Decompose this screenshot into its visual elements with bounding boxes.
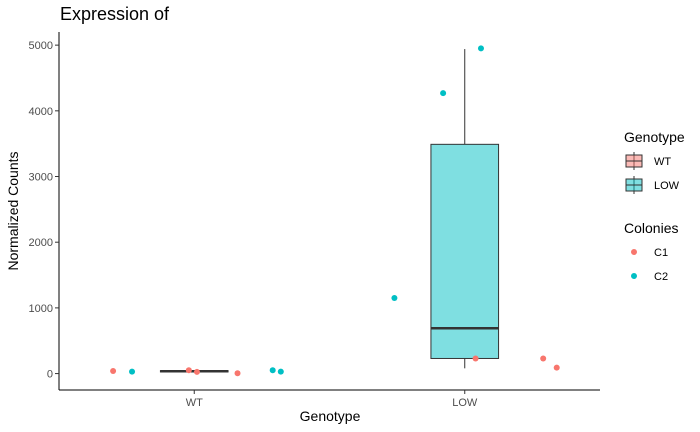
legend-label: C1 xyxy=(654,247,668,259)
chart-title: Expression of xyxy=(60,4,170,24)
legend: Genotype WT LOW Colonies C1 C2 xyxy=(624,129,685,283)
data-point-c1 xyxy=(472,355,479,362)
legend-title: Genotype xyxy=(624,129,685,145)
y-tick-label: 5000 xyxy=(29,40,53,52)
x-axis-title: Genotype xyxy=(300,408,361,424)
data-point-c1 xyxy=(234,370,241,377)
y-tick-label: 1000 xyxy=(29,303,53,315)
data-point-c1 xyxy=(110,367,117,374)
legend-key-point xyxy=(631,273,637,279)
x-tick-label: WT xyxy=(186,397,203,409)
data-point-c2 xyxy=(129,368,136,375)
legend-label: C2 xyxy=(654,271,668,283)
data-point-c2 xyxy=(277,368,284,375)
axes: 0 1000 2000 3000 4000 5000 WT LOW xyxy=(29,32,600,409)
y-tick-label: 4000 xyxy=(29,106,53,118)
y-tick-label: 0 xyxy=(47,369,53,381)
data-point-c1 xyxy=(553,364,560,371)
y-tick-label: 3000 xyxy=(29,172,53,184)
data-point-c2 xyxy=(477,45,484,52)
data-point-c2 xyxy=(269,367,276,374)
box-body xyxy=(430,143,500,359)
boxes xyxy=(159,49,500,373)
legend-label: WT xyxy=(654,156,671,168)
data-point-c1 xyxy=(540,355,547,362)
y-tick-label: 2000 xyxy=(29,237,53,249)
data-point-c2 xyxy=(440,90,447,97)
legend-key-point xyxy=(631,249,637,255)
legend-label: LOW xyxy=(654,180,680,192)
x-tick-label: LOW xyxy=(452,397,478,409)
y-axis-title: Normalized Counts xyxy=(5,151,21,270)
legend-title: Colonies xyxy=(624,220,678,236)
data-points xyxy=(110,45,560,377)
data-point-c1 xyxy=(193,368,200,375)
data-point-c1 xyxy=(185,367,192,374)
data-point-c2 xyxy=(391,295,398,302)
